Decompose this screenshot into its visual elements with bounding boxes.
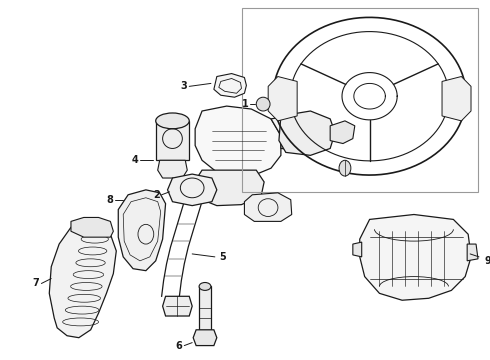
Polygon shape xyxy=(353,242,362,257)
Polygon shape xyxy=(330,121,355,144)
Text: 8: 8 xyxy=(106,195,113,205)
Polygon shape xyxy=(156,121,189,160)
Text: 5: 5 xyxy=(219,252,225,262)
Polygon shape xyxy=(271,113,330,150)
Text: 7: 7 xyxy=(33,279,39,288)
Polygon shape xyxy=(214,73,246,97)
Polygon shape xyxy=(193,170,264,206)
Ellipse shape xyxy=(199,283,211,291)
Polygon shape xyxy=(71,217,113,237)
Polygon shape xyxy=(163,296,192,316)
Text: 2: 2 xyxy=(153,190,160,200)
Text: 4: 4 xyxy=(131,155,138,165)
Ellipse shape xyxy=(156,113,189,129)
Polygon shape xyxy=(195,106,281,178)
Polygon shape xyxy=(268,77,297,121)
Ellipse shape xyxy=(256,97,270,111)
Polygon shape xyxy=(360,215,471,300)
Polygon shape xyxy=(168,174,217,206)
Polygon shape xyxy=(279,111,335,156)
Text: 3: 3 xyxy=(180,81,187,91)
Polygon shape xyxy=(49,221,116,338)
Text: 1: 1 xyxy=(242,99,248,109)
Polygon shape xyxy=(158,160,187,178)
Polygon shape xyxy=(118,190,166,271)
Bar xyxy=(243,8,478,192)
Text: 9: 9 xyxy=(485,256,490,266)
Polygon shape xyxy=(193,330,217,346)
Polygon shape xyxy=(199,287,211,330)
Text: 6: 6 xyxy=(175,341,182,351)
Polygon shape xyxy=(442,77,471,121)
Ellipse shape xyxy=(339,160,351,176)
Polygon shape xyxy=(467,244,478,261)
Polygon shape xyxy=(245,193,292,221)
